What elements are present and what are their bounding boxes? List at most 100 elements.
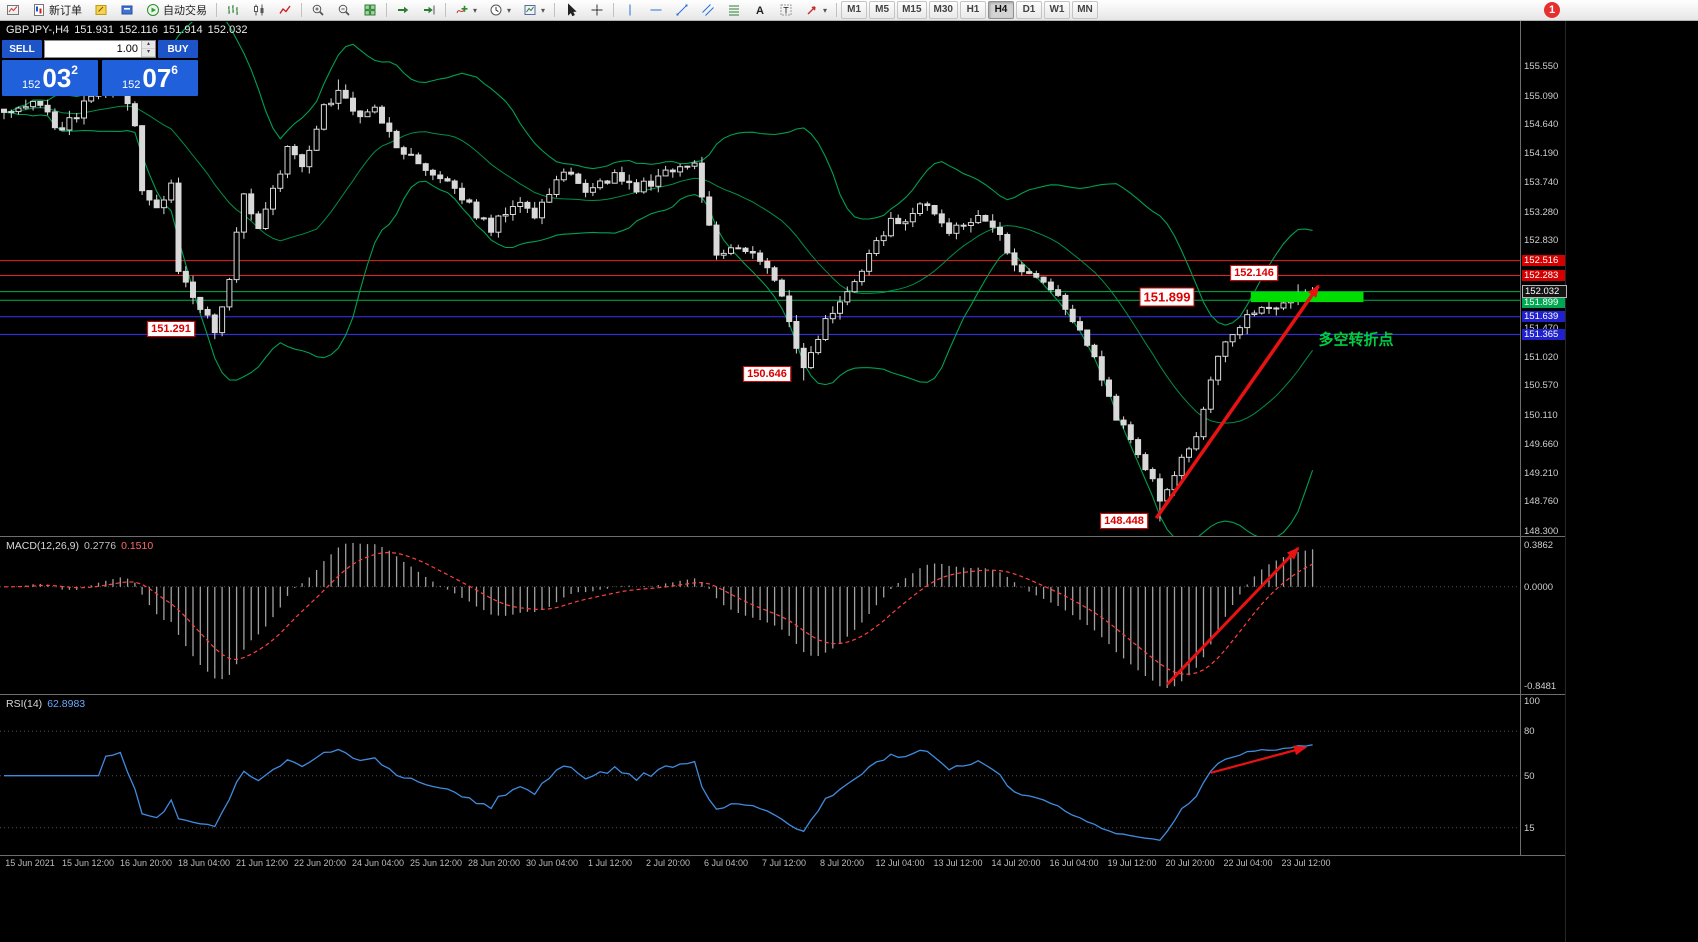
price-callout[interactable]: 150.646 bbox=[743, 366, 791, 382]
support-zone-rect[interactable] bbox=[1250, 291, 1364, 303]
periods-dropdown-caret[interactable]: ▾ bbox=[507, 5, 512, 15]
auto-scroll-icon bbox=[398, 6, 409, 14]
notification-badge-icon[interactable]: 1 bbox=[1544, 2, 1560, 18]
candlestick-chart-button[interactable] bbox=[247, 0, 271, 20]
arrows-button[interactable]: ▾ bbox=[800, 0, 832, 20]
fibonacci-retracement-button[interactable] bbox=[722, 0, 746, 20]
chart-shift-button[interactable] bbox=[417, 0, 441, 20]
timeframe-h1-button[interactable]: H1 bbox=[959, 1, 986, 19]
hline-price-tag: 152.516 bbox=[1522, 255, 1565, 266]
toolbar-button-groups: 新订单 自动交易 ▾ ▾ ▾ A T ▾ bbox=[0, 0, 833, 20]
time-axis[interactable]: 15 Jun 2021 15 Jun 12:00 16 Jun 20:00 18 Ju… bbox=[0, 856, 1520, 872]
macd-signal-line bbox=[4, 551, 1313, 675]
tile-windows-button[interactable] bbox=[358, 0, 382, 20]
equidistant-channel-button[interactable] bbox=[696, 0, 720, 20]
arrows-dropdown-caret[interactable]: ▾ bbox=[823, 5, 828, 15]
metaeditor-icon bbox=[95, 5, 107, 15]
svg-text:A: A bbox=[756, 5, 764, 17]
rsi-axis-tick: 80 bbox=[1524, 726, 1535, 737]
vertical-line-button[interactable] bbox=[618, 0, 642, 20]
timeframe-w1-button[interactable]: W1 bbox=[1043, 1, 1070, 19]
close-value: 152.032 bbox=[207, 24, 248, 36]
rsi-axis-tick: 100 bbox=[1524, 696, 1540, 707]
time-tick: 21 Jun 12:00 bbox=[235, 858, 289, 868]
sell-price-button[interactable]: 152 03 2 bbox=[2, 60, 98, 96]
price-axis[interactable]: 155.550 155.090 154.640 154.190 153.740 153.2… bbox=[1521, 0, 1567, 942]
arrows-icon bbox=[807, 6, 816, 15]
buy-price-pip: 6 bbox=[171, 63, 178, 77]
timeframe-m1-button[interactable]: M1 bbox=[841, 1, 868, 19]
timeframe-d1-button[interactable]: D1 bbox=[1015, 1, 1042, 19]
indicators-dropdown-caret[interactable]: ▾ bbox=[473, 5, 478, 15]
volume-down-icon[interactable]: ▾ bbox=[142, 49, 155, 57]
price-callout[interactable]: 151.899 bbox=[1139, 287, 1195, 307]
crosshair-button[interactable] bbox=[585, 0, 609, 20]
horizontal-line-icon bbox=[650, 9, 662, 11]
macd-main-value: 0.2776 bbox=[83, 540, 117, 552]
terminal-button[interactable] bbox=[115, 0, 139, 20]
timeframe-m30-button[interactable]: M30 bbox=[928, 1, 958, 19]
auto-trading-button[interactable]: 自动交易 bbox=[141, 0, 212, 20]
timeframe-toolbar: M1 M5 M15 M30 H1 H4 D1 W1 MN bbox=[840, 0, 1099, 20]
text-button[interactable]: A bbox=[748, 0, 772, 20]
rsi-header: RSI(14) 62.8983 bbox=[6, 698, 85, 710]
price-callout[interactable]: 152.146 bbox=[1230, 265, 1278, 281]
rsi-axis-tick: 15 bbox=[1524, 823, 1535, 834]
line-chart-icon bbox=[279, 5, 291, 14]
indicators-button[interactable]: ▾ bbox=[450, 0, 482, 20]
text-label-button[interactable]: T bbox=[774, 0, 798, 20]
price-tick: 150.570 bbox=[1524, 380, 1559, 391]
timeframe-m15-button[interactable]: M15 bbox=[897, 1, 927, 19]
time-tick: 16 Jun 20:00 bbox=[119, 858, 173, 868]
new-order-button[interactable]: 新订单 bbox=[27, 0, 87, 20]
metaeditor-button[interactable] bbox=[89, 0, 113, 20]
timeframe-mn-button[interactable]: MN bbox=[1071, 1, 1098, 19]
time-tick: 8 Jul 20:00 bbox=[819, 858, 865, 868]
trendline-button[interactable] bbox=[670, 0, 694, 20]
timeframe-h4-button[interactable]: H4 bbox=[987, 1, 1014, 19]
trend-arrows[interactable] bbox=[1154, 284, 1320, 774]
cursor-button[interactable] bbox=[559, 0, 583, 20]
templates-icon bbox=[524, 5, 536, 15]
macd-histogram bbox=[10, 543, 1314, 688]
open-value: 151.931 bbox=[74, 24, 114, 36]
chart-title: GBPJPY-,H4 151.931 152.116 151.914 152.032 bbox=[6, 24, 252, 36]
crosshair-icon bbox=[591, 4, 603, 16]
volume-input[interactable] bbox=[45, 41, 141, 57]
buy-price-button[interactable]: 152 07 6 bbox=[102, 60, 198, 96]
price-callout[interactable]: 148.448 bbox=[1100, 513, 1148, 529]
auto-scroll-button[interactable] bbox=[391, 0, 415, 20]
toolbar-separator bbox=[301, 3, 302, 17]
volume-spinner: ▴ ▾ bbox=[141, 41, 155, 57]
buy-button[interactable]: BUY bbox=[158, 40, 198, 58]
price-callout[interactable]: 151.291 bbox=[147, 321, 195, 337]
bar-chart-button[interactable] bbox=[221, 0, 245, 20]
fibonacci-retracement-icon bbox=[729, 5, 740, 16]
sell-button[interactable]: SELL bbox=[2, 40, 42, 58]
line-chart-button[interactable] bbox=[273, 0, 297, 20]
volume-up-icon[interactable]: ▴ bbox=[142, 41, 155, 49]
trendline-icon bbox=[676, 4, 688, 16]
buy-price-base: 152 bbox=[122, 79, 141, 91]
macd-name: MACD(12,26,9) bbox=[6, 540, 79, 552]
chart-window-button[interactable] bbox=[1, 0, 25, 20]
templates-button[interactable]: ▾ bbox=[518, 0, 550, 20]
price-tick: 152.830 bbox=[1524, 235, 1559, 246]
price-tick: 150.110 bbox=[1524, 410, 1558, 421]
zoom-in-button[interactable] bbox=[306, 0, 330, 20]
zoom-out-button[interactable] bbox=[332, 0, 356, 20]
time-tick: 18 Jun 04:00 bbox=[177, 858, 231, 868]
periods-button[interactable]: ▾ bbox=[484, 0, 516, 20]
templates-dropdown-caret[interactable]: ▾ bbox=[541, 5, 546, 15]
candlestick-series bbox=[1, 79, 1316, 522]
turning-point-note[interactable]: 多空转折点 bbox=[1318, 331, 1394, 349]
zoom-in-icon bbox=[312, 4, 324, 16]
new-order-icon bbox=[34, 4, 44, 16]
horizontal-line-button[interactable] bbox=[644, 0, 668, 20]
chart-window-icon bbox=[7, 5, 19, 15]
timeframe-m5-button[interactable]: M5 bbox=[869, 1, 896, 19]
hline-price-tag: 152.283 bbox=[1522, 270, 1565, 281]
toolbar-separator bbox=[445, 3, 446, 17]
price-tick: 151.470 bbox=[1524, 323, 1558, 334]
